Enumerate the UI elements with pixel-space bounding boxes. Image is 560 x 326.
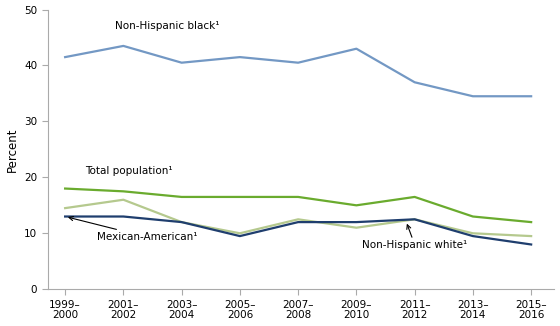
Text: Non-Hispanic black¹: Non-Hispanic black¹: [115, 21, 219, 31]
Text: Mexican-American¹: Mexican-American¹: [69, 216, 198, 242]
Text: Total population¹: Total population¹: [86, 166, 173, 176]
Text: Non-Hispanic white¹: Non-Hispanic white¹: [362, 225, 468, 250]
Y-axis label: Percent: Percent: [6, 127, 18, 172]
